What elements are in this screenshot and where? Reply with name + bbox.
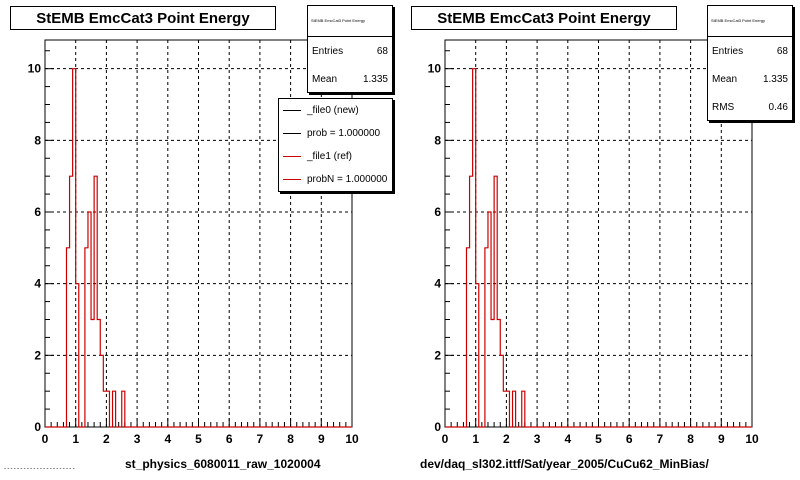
stats-entries-value-right: 68 (776, 45, 788, 57)
stats-box-left: StEMB EmcCat3 Point Energy Entries 68 Me… (307, 5, 393, 93)
stats-header-right: StEMB EmcCat3 Point Energy (708, 6, 792, 37)
x-tick-label-right: 7 (657, 432, 664, 446)
legend-entry-prob: prob = 1.000000 (279, 122, 392, 145)
chart-title-right-text: StEMB EmcCat3 Point Energy (437, 9, 651, 27)
x-axis-caption-right: dev/daq_sl302.ittf/Sat/year_2005/CuCu62_… (420, 457, 709, 471)
x-tick-label-left: 7 (257, 432, 264, 446)
y-tick-label-right: 2 (434, 348, 441, 362)
stats-rms-value-right: 0.46 (768, 101, 788, 113)
stats-row-entries-right: Entries 68 (708, 37, 792, 65)
legend-entry-probn: probN = 1.000000 (279, 168, 392, 191)
stats-box-right: StEMB EmcCat3 Point Energy Entries 68 Me… (707, 5, 793, 121)
x-tick-label-left: 6 (226, 432, 233, 446)
stats-rms-label-right: RMS (712, 101, 735, 113)
stats-mean-label-left: Mean (312, 73, 338, 85)
x-tick-label-left: 8 (287, 432, 294, 446)
stats-entries-label-left: Entries (312, 45, 344, 57)
chart-title-left: StEMB EmcCat3 Point Energy (10, 6, 276, 30)
x-tick-label-right: 2 (503, 432, 510, 446)
stats-mean-value-left: 1.335 (362, 73, 388, 85)
x-tick-label-left: 3 (134, 432, 141, 446)
y-tick-label-left: 4 (34, 277, 41, 291)
stats-entries-value-left: 68 (376, 45, 388, 57)
y-tick-label-right: 4 (434, 277, 441, 291)
x-tick-label-right: 1 (472, 432, 479, 446)
legend-swatch-file1 (283, 156, 301, 157)
legend-label-file1: _file1 (ref) (307, 151, 353, 162)
stats-mean-label-right: Mean (712, 73, 738, 85)
x-tick-label-left: 0 (42, 432, 49, 446)
legend-label-prob: prob = 1.000000 (307, 128, 381, 139)
x-tick-label-right: 0 (442, 432, 449, 446)
x-tick-label-left: 4 (164, 432, 171, 446)
y-tick-label-left: 10 (28, 62, 42, 76)
legend-entry-file1: _file1 (ref) (279, 145, 392, 168)
histogram-series-left (45, 68, 352, 428)
legend-box: _file0 (new) prob = 1.000000 _file1 (ref… (278, 98, 393, 192)
y-tick-label-left: 6 (34, 205, 41, 219)
chart-title-right: StEMB EmcCat3 Point Energy (411, 6, 677, 30)
x-tick-label-left: 2 (103, 432, 110, 446)
legend-label-file0: _file0 (new) (307, 105, 359, 116)
x-tick-label-right: 6 (626, 432, 633, 446)
stats-entries-label-right: Entries (712, 45, 744, 57)
x-axis-caption-left-text: st_physics_6080011_raw_1020004 (125, 457, 321, 471)
x-tick-label-left: 5 (195, 432, 202, 446)
x-axis-caption-left: st_physics_6080011_raw_1020004 (125, 457, 321, 471)
stats-row-entries-left: Entries 68 (308, 37, 392, 65)
stats-row-mean-left: Mean 1.335 (308, 65, 392, 93)
stats-row-mean-right: Mean 1.335 (708, 65, 792, 93)
legend-swatch-file0 (283, 110, 301, 111)
footer-small-text: - - - - - - - - - - - - - - - - - - - - … (4, 466, 75, 472)
x-tick-label-left: 9 (318, 432, 325, 446)
y-tick-label-left: 2 (34, 348, 41, 362)
stats-row-rms-right: RMS 0.46 (708, 93, 792, 121)
x-tick-label-right: 10 (745, 432, 759, 446)
x-tick-label-right: 3 (534, 432, 541, 446)
y-tick-label-left: 8 (34, 133, 41, 147)
histogram-series-right (445, 68, 752, 428)
legend-entry-file0: _file0 (new) (279, 99, 392, 122)
legend-swatch-prob (283, 133, 301, 134)
x-tick-label-left: 1 (72, 432, 79, 446)
y-tick-label-right: 6 (434, 205, 441, 219)
x-tick-label-right: 5 (595, 432, 602, 446)
y-tick-label-right: 0 (434, 420, 441, 434)
x-tick-label-left: 10 (345, 432, 359, 446)
x-axis-caption-right-text: dev/daq_sl302.ittf/Sat/year_2005/CuCu62_… (420, 457, 709, 471)
chart-title-left-text: StEMB EmcCat3 Point Energy (36, 9, 250, 27)
x-tick-label-right: 8 (687, 432, 694, 446)
y-tick-label-right: 10 (428, 62, 442, 76)
x-tick-label-right: 9 (718, 432, 725, 446)
legend-swatch-probn (283, 179, 301, 180)
stats-header-left: StEMB EmcCat3 Point Energy (308, 6, 392, 37)
y-tick-label-right: 8 (434, 133, 441, 147)
x-tick-label-right: 4 (564, 432, 571, 446)
legend-label-probn: probN = 1.000000 (307, 174, 388, 185)
y-tick-label-left: 0 (34, 420, 41, 434)
stats-mean-value-right: 1.335 (762, 73, 788, 85)
